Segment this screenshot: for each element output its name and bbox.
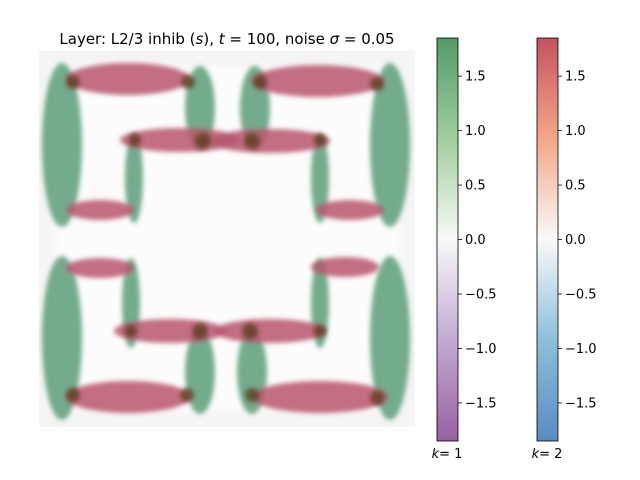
red-blob: [316, 200, 384, 220]
red-blob: [210, 129, 330, 153]
colorbar-tick-label: 0.0: [565, 233, 586, 248]
colorbar-k2-fill: [537, 38, 558, 441]
red-blob: [214, 319, 326, 343]
colorbar-tick-label: 1.0: [565, 124, 586, 139]
red-blob: [66, 258, 134, 278]
overlap-spot: [314, 325, 326, 337]
heatmap: [39, 51, 415, 427]
colorbar-tick-label: −1.5: [465, 396, 497, 411]
overlap-spot: [181, 75, 195, 89]
overlap-spot: [192, 323, 208, 339]
colorbar-k2: 1.5 1.0 0.5 0.0 −0.5 −1.0 −1.5 k= 2: [532, 38, 597, 462]
colorbar-tick-label: 1.5: [465, 70, 486, 85]
colorbar-tick-label: 1.0: [465, 124, 486, 139]
overlap-spot: [66, 75, 80, 89]
overlap-spot: [244, 133, 260, 149]
colorbar-k1-ticks: 1.5 1.0 0.5 0.0 −0.5 −1.0 −1.5: [458, 70, 497, 412]
red-blob: [66, 200, 134, 220]
chart-title: Layer: L2/3 inhib (s), t = 100, noise σ …: [59, 30, 394, 48]
colorbar-k1-fill: [437, 38, 458, 441]
overlap-spot: [66, 388, 80, 402]
overlap-spot: [195, 133, 211, 149]
overlap-spot: [370, 391, 384, 405]
overlap-spot: [242, 323, 258, 339]
colorbar-k2-ticks: 1.5 1.0 0.5 0.0 −0.5 −1.0 −1.5: [558, 70, 597, 412]
red-blob: [66, 63, 190, 95]
overlap-spot: [129, 134, 141, 146]
overlap-spot: [245, 388, 259, 402]
overlap-spot: [180, 388, 194, 402]
colorbar-k1-label: k= 1: [432, 447, 463, 462]
colorbar-tick-label: −0.5: [565, 287, 597, 302]
overlap-spot: [253, 75, 267, 89]
overlap-spot: [125, 325, 137, 337]
colorbar-k1: 1.5 1.0 0.5 0.0 −0.5 −1.0 −1.5 k= 1: [432, 38, 497, 462]
colorbar-k2-label: k= 2: [532, 447, 563, 462]
red-blob: [252, 381, 388, 413]
overlap-spot: [314, 134, 326, 146]
colorbar-tick-label: 1.5: [565, 70, 586, 85]
colorbar-tick-label: −1.5: [565, 396, 597, 411]
red-blob: [311, 257, 379, 277]
red-blob: [252, 65, 384, 97]
colorbar-tick-label: 0.5: [565, 179, 586, 194]
colorbar-tick-label: 0.0: [465, 233, 486, 248]
overlap-spot: [370, 77, 384, 91]
colorbar-tick-label: −0.5: [465, 287, 497, 302]
red-blob: [66, 381, 190, 413]
colorbar-tick-label: −1.0: [465, 342, 497, 357]
colorbar-tick-label: 0.5: [465, 179, 486, 194]
colorbar-tick-label: −1.0: [565, 342, 597, 357]
